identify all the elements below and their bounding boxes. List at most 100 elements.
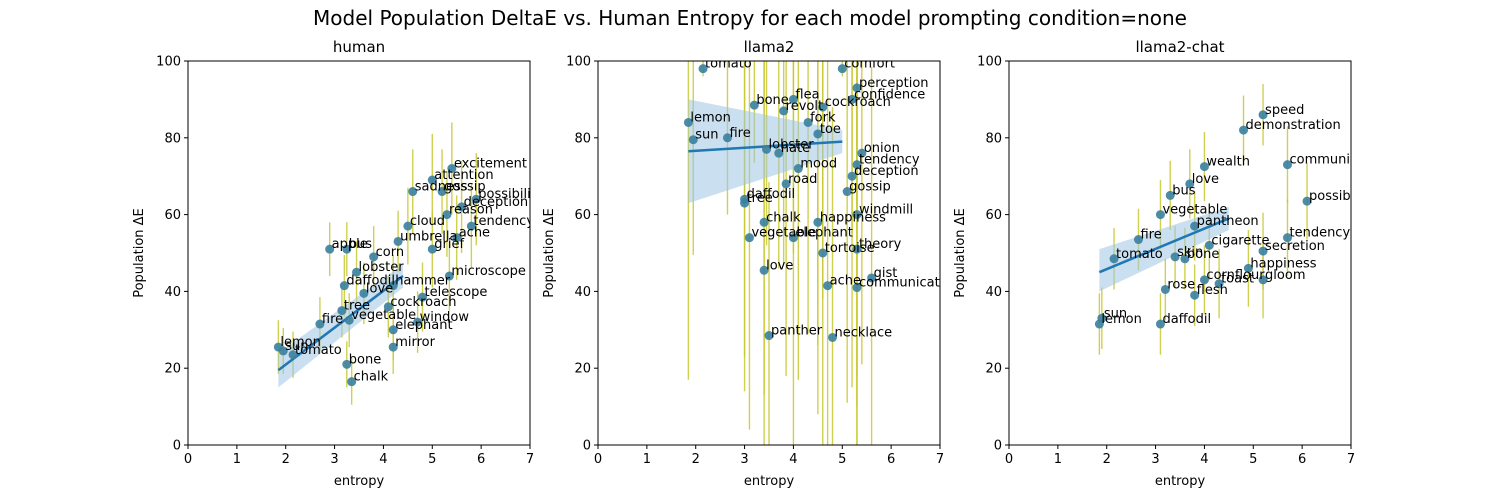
point-label-tomato: tomato [705,57,752,72]
point-label-tree: tree [344,299,370,314]
point-label-fire: fire [1140,228,1161,243]
point-label-reason: reason [449,203,493,218]
point-tomato [1109,254,1119,264]
point-label-flea: flea [795,87,819,102]
point-label-love: love [366,281,393,296]
point-elephant [388,325,398,335]
point-speed [1258,110,1268,120]
point-hammer [388,281,398,291]
point-tortoise [818,248,828,258]
point-label-panther: panther [771,324,823,339]
y-tick-label: 100 [566,55,591,70]
point-love [1185,179,1195,189]
point-label-happiness: happiness [1250,256,1316,271]
point-deception [457,202,467,212]
point-label-lobster: lobster [359,260,405,275]
point-label-necklace: necklace [835,325,893,340]
point-label-sadness: sadness [415,180,468,195]
point-label-cloud: cloud [410,214,445,229]
x-tick-label: 3 [740,452,748,467]
y-tick-label: 40 [574,285,591,300]
point-bus [342,244,352,254]
point-label-vegetable: vegetable [751,226,816,241]
point-label-ache: ache [459,226,490,241]
point-tomato [288,350,298,360]
point-sadness [408,187,418,197]
point-excitement [447,164,457,174]
point-gossip [437,187,447,197]
point-label-vegetable: vegetable [351,308,416,323]
point-label-onion: onion [864,141,900,156]
point-label-daffodil: daffodil [346,274,395,289]
point-label-pantheon: pantheon [1197,214,1259,229]
point-label-rose: rose [1167,277,1195,292]
point-bone [342,359,352,369]
point-grief [427,244,437,254]
point-label-bus: bus [349,237,372,252]
point-tendency [1282,233,1292,243]
point-label-toast: toast [1221,272,1254,287]
point-rose [1160,284,1170,294]
point-tree [337,306,347,316]
x-tick-label: 2 [1103,452,1111,467]
y-tick-label: 60 [985,208,1002,223]
x-tick-label: 6 [887,452,895,467]
point-telescope [418,292,428,302]
regression-line [1098,217,1230,274]
point-label-gossip: gossip [444,180,486,195]
point-label-cigarette: cigarette [1211,233,1269,248]
point-comfort [837,64,847,74]
y-axis-label: Population ΔE [132,208,147,298]
point-label-tendency: tendency [859,153,920,168]
point-flesh [1190,290,1200,300]
point-daffodil [339,281,349,291]
point-theory [852,244,862,254]
point-label-road: road [788,172,817,187]
point-apple [325,244,335,254]
y-tick-label: 20 [985,362,1002,377]
point-corn [369,252,379,262]
point-confidence [847,94,857,104]
point-label-windmill: windmill [859,203,913,218]
axes-frame [187,60,531,446]
x-tick-label: 1 [643,452,651,467]
y-tick-label: 20 [574,362,591,377]
y-tick-label: 40 [164,285,181,300]
point-daffodil [1155,319,1165,329]
point-label-toe: toe [820,122,841,137]
x-tick-label: 0 [594,452,602,467]
point-tendency [852,160,862,170]
point-cockroach [818,102,828,112]
y-tick-label: 100 [156,55,181,70]
x-tick-label: 3 [330,452,338,467]
point-mirror [388,342,398,352]
point-fork [803,117,813,127]
point-label-chalk: chalk [354,370,389,385]
point-label-secretion: secretion [1265,239,1325,254]
point-label-corn: corn [376,245,404,260]
point-cockroach [383,302,393,312]
point-label-daffodil: daffodil [1162,312,1211,327]
figure-title: Model Population DeltaE vs. Human Entrop… [313,6,1187,30]
point-label-tomato: tomato [295,343,342,358]
x-axis-label: entropy [334,474,385,489]
subplot-title: human [333,38,385,56]
x-tick-label: 4 [379,452,387,467]
point-label-skin: skin [1177,245,1203,260]
point-label-lemon: lemon [690,110,730,125]
point-secretion [1258,246,1268,256]
point-cloud [403,221,413,231]
point-label-cockroach: cockroach [390,295,456,310]
point-chalk [347,377,357,387]
point-label-sun: sun [285,339,308,354]
point-gossip [842,187,852,197]
point-possibility [1302,196,1312,206]
point-vegetable [1155,210,1165,220]
x-tick-label: 7 [936,452,944,467]
x-tick-label: 1 [1054,452,1062,467]
point-fire [315,319,325,329]
x-axis-label: entropy [1155,474,1206,489]
point-label-theory: theory [859,237,902,252]
